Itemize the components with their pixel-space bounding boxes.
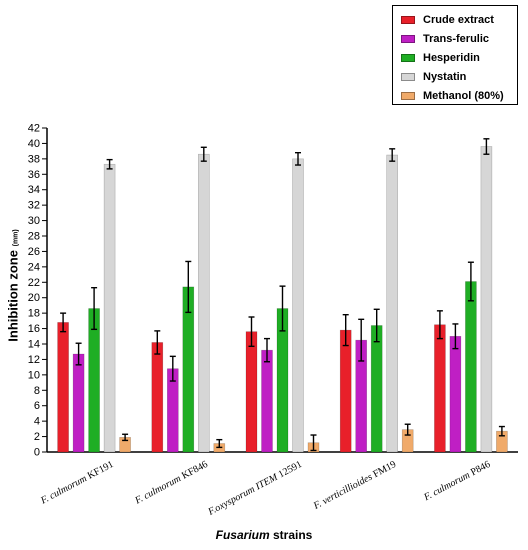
x-tick-label: F. culmorum P846 (421, 459, 492, 504)
y-tick-label: 4 (34, 416, 40, 428)
legend-label: Hesperidin (423, 52, 480, 64)
bar (261, 349, 273, 453)
x-axis-label: Fusarium strains (0, 528, 528, 542)
y-tick-label: 38 (28, 153, 40, 165)
y-tick-label: 18 (28, 308, 40, 320)
legend-item-nystatin: Nystatin (401, 69, 466, 85)
y-tick-label: 26 (28, 246, 40, 258)
bar (245, 331, 258, 453)
x-axis-label-genus: Fusarium (215, 528, 270, 542)
y-tick-label: 8 (34, 385, 40, 397)
y-tick-label: 2 (34, 431, 40, 443)
legend-label: Crude extract (423, 14, 494, 26)
y-tick-label: 42 (28, 123, 40, 135)
legend-label: Methanol (80%) (423, 90, 504, 102)
y-tick-label: 24 (28, 261, 40, 273)
x-tick-label: F. verticillioides FM19 (311, 459, 398, 512)
legend-label: Trans-ferulic (423, 33, 490, 45)
bar (370, 325, 383, 453)
x-axis-label-rest: strains (269, 528, 313, 542)
chart-legend: Crude extract Trans-ferulic Hesperidin N… (392, 5, 518, 105)
bar (449, 335, 462, 453)
legend-swatch-nystatin (401, 73, 415, 81)
x-tick-label: F.oxysporum ITEM 12591 (206, 459, 304, 518)
legend-swatch-hesperidin (401, 54, 415, 62)
y-tick-label: 30 (28, 215, 40, 227)
bar (480, 146, 493, 453)
y-tick-label: 12 (28, 354, 40, 366)
x-tick-label: F. culmorum KF191 (38, 459, 115, 507)
bar (57, 322, 69, 453)
bar (151, 342, 164, 453)
legend-swatch-trans-ferulic (401, 35, 415, 43)
bar (386, 154, 399, 453)
y-tick-label: 34 (28, 184, 40, 196)
legend-swatch-crude-extract (401, 16, 415, 24)
y-axis-label-unit: (mm) (12, 229, 20, 247)
y-tick-label: 22 (28, 277, 40, 289)
y-tick-label: 10 (28, 369, 40, 381)
legend-item-methanol: Methanol (80%) (401, 88, 504, 104)
y-tick-label: 20 (28, 292, 40, 304)
bar (103, 163, 116, 453)
bar (339, 329, 352, 453)
legend-item-hesperidin: Hesperidin (401, 50, 480, 66)
y-tick-label: 32 (28, 200, 40, 212)
bar (465, 281, 477, 453)
y-axis-label: Inhibition zone (mm) (6, 226, 21, 346)
legend-item-crude-extract: Crude extract (401, 12, 494, 28)
bar (434, 324, 446, 453)
y-tick-label: 0 (34, 447, 40, 459)
y-axis-label-main: Inhibition zone (5, 250, 21, 342)
legend-item-trans-ferulic: Trans-ferulic (401, 31, 489, 47)
x-tick-label: F. culmorum KF846 (132, 459, 209, 507)
y-tick-label: 36 (28, 169, 40, 181)
y-tick-label: 14 (28, 339, 40, 351)
y-tick-label: 28 (28, 231, 40, 243)
y-tick-label: 16 (28, 323, 40, 335)
bar (72, 353, 85, 453)
legend-label: Nystatin (423, 71, 467, 83)
bar (198, 153, 210, 453)
bar (292, 158, 304, 453)
legend-swatch-methanol (401, 92, 415, 100)
y-tick-label: 40 (28, 138, 40, 150)
y-tick-label: 6 (34, 400, 40, 412)
